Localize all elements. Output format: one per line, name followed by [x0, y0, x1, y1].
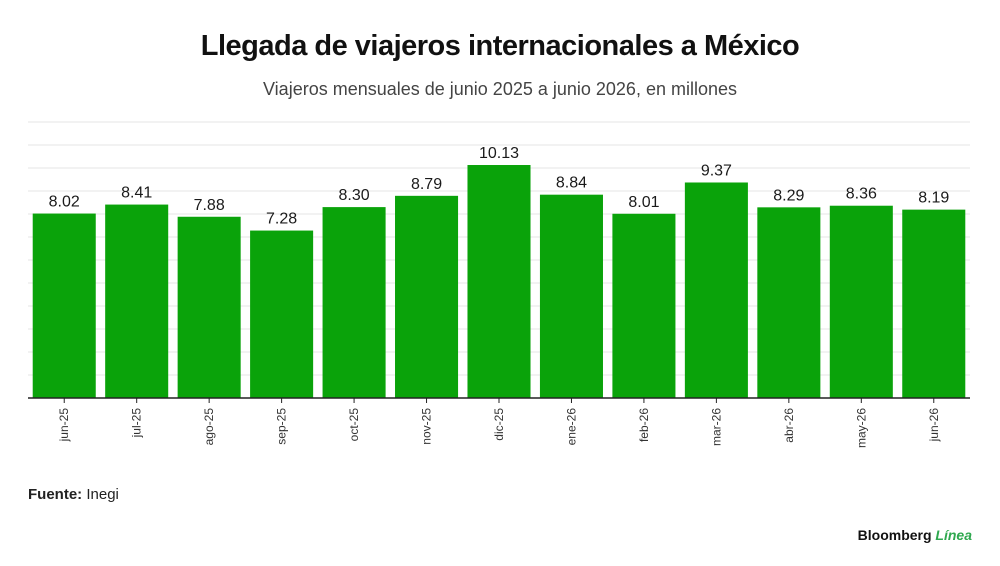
bar [902, 209, 966, 398]
x-tick-label: ago-25 [202, 408, 216, 446]
x-tick-label: sep-25 [275, 408, 289, 445]
bar [177, 216, 241, 398]
data-label: 8.41 [121, 185, 152, 202]
bar [612, 213, 676, 398]
chart-title: Llegada de viajeros internacionales a Mé… [200, 30, 800, 62]
chart-subtitle: Viajeros mensuales de junio 2025 a junio… [263, 79, 737, 99]
data-label: 8.84 [556, 175, 587, 192]
bar [395, 195, 459, 398]
data-label: 8.29 [773, 187, 804, 204]
data-label: 8.30 [339, 187, 370, 204]
bar [250, 230, 314, 398]
bar [32, 213, 96, 398]
x-tick-label: jun-26 [927, 408, 941, 443]
brand-main: Bloomberg [857, 527, 932, 543]
bar [829, 205, 893, 398]
brand-accent: Línea [935, 527, 972, 543]
x-tick-label: dic-25 [492, 408, 506, 441]
bar [757, 207, 821, 398]
x-tick-label: may-26 [854, 408, 868, 448]
bar [539, 194, 603, 398]
x-tick-label: oct-25 [347, 408, 361, 442]
data-label: 7.28 [266, 211, 297, 228]
x-tick-label: ene-26 [564, 408, 578, 446]
data-label: 8.79 [411, 176, 442, 193]
source-label: Fuente: [28, 486, 83, 503]
bar [684, 182, 748, 398]
x-tick-label: feb-26 [637, 408, 651, 442]
data-label: 9.37 [701, 162, 732, 179]
data-label: 10.13 [479, 145, 519, 162]
data-label: 8.02 [49, 194, 80, 211]
brand-logo: Bloomberg Línea [858, 527, 972, 543]
data-label: 8.36 [846, 186, 877, 203]
bar [322, 207, 386, 398]
x-tick-label: jun-25 [57, 408, 71, 443]
source-note: Fuente: Inegi [28, 486, 119, 503]
data-label: 8.01 [628, 194, 659, 211]
data-label: 7.88 [194, 197, 225, 214]
bar [105, 204, 169, 398]
bar [467, 165, 531, 398]
data-label: 8.19 [918, 190, 949, 207]
source-value: Inegi [86, 486, 119, 503]
x-tick-label: nov-25 [420, 408, 434, 445]
x-tick-label: jul-25 [130, 408, 144, 439]
x-tick-label: mar-26 [709, 408, 723, 446]
x-tick-label: abr-26 [782, 408, 796, 443]
